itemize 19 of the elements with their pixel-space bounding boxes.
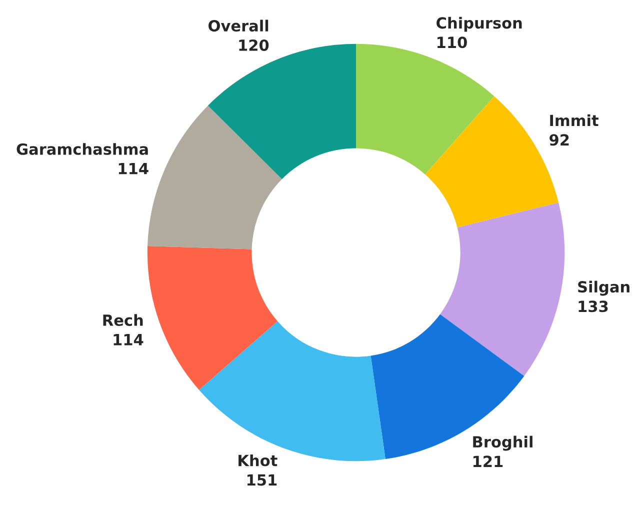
data-label: 92	[550, 134, 569, 146]
data-label: 110	[438, 36, 467, 48]
data-label: 121	[473, 456, 503, 467]
slice-label: Overall	[208, 20, 268, 32]
slice-label: Rech	[103, 314, 143, 326]
slice-label: Khot	[238, 454, 278, 466]
data-label: 133	[578, 300, 608, 312]
data-label: 120	[239, 39, 269, 51]
donut-slice	[147, 246, 278, 390]
slice-label: Silgan	[578, 280, 630, 296]
donut-slice	[440, 202, 565, 376]
slice-label: Garamchashma	[16, 143, 148, 155]
donut-slice	[148, 106, 282, 250]
slice-label: Chipurson	[436, 16, 522, 32]
data-label: 114	[118, 162, 148, 174]
data-label: 151	[247, 474, 277, 486]
slice-label: Immit	[550, 114, 598, 126]
data-label: 114	[114, 334, 144, 346]
slice-label: Broghil	[473, 436, 532, 451]
